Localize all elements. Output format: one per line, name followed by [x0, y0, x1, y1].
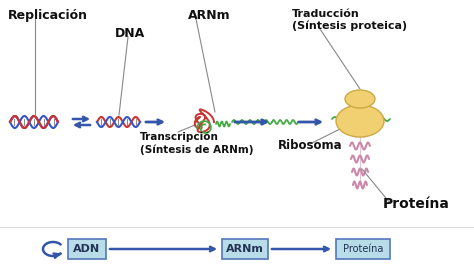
FancyBboxPatch shape [68, 239, 106, 259]
Text: Proteína: Proteína [383, 197, 450, 211]
Text: Transcripción
(Síntesis de ARNm): Transcripción (Síntesis de ARNm) [140, 132, 254, 155]
Text: Replicación: Replicación [8, 9, 88, 22]
FancyBboxPatch shape [336, 239, 390, 259]
Text: ARNm: ARNm [226, 244, 264, 254]
Text: ADN: ADN [73, 244, 100, 254]
Ellipse shape [345, 90, 375, 108]
Ellipse shape [336, 105, 384, 137]
Text: Ribosoma: Ribosoma [278, 139, 343, 152]
Text: ARNm: ARNm [188, 9, 231, 22]
Text: Traducción
(Síntesis proteica): Traducción (Síntesis proteica) [292, 9, 407, 31]
Text: DNA: DNA [115, 27, 145, 40]
FancyBboxPatch shape [222, 239, 268, 259]
Text: Proteína: Proteína [343, 244, 383, 254]
